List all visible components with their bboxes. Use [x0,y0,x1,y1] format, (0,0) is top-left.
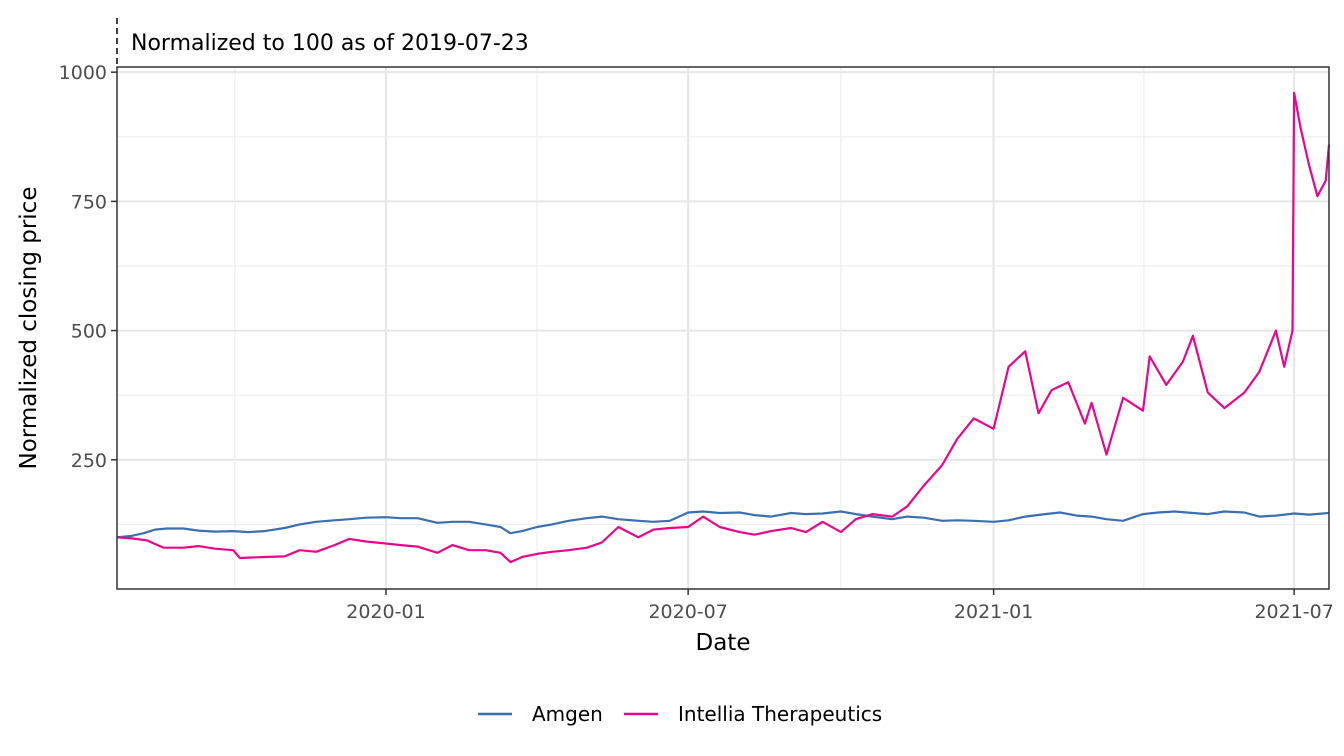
series-line-amgen [116,510,1330,539]
x-tick-label: 2020-01 [346,601,425,623]
y-tick-label: 750 [71,191,107,213]
legend-label-intellia: Intellia Therapeutics [678,702,882,726]
chart-annotation: Normalized to 100 as of 2019-07-23 [131,31,529,56]
y-tick-label: 1000 [59,62,107,84]
x-tick-label: 2020-07 [648,601,727,623]
grid [117,67,1329,589]
x-axis-title: Date [696,630,751,656]
series-line-intellia [116,91,1331,564]
y-axis-title: Normalized closing price [16,187,42,470]
plot-panel [116,66,1330,590]
x-tick-label: 2021-07 [1254,601,1333,623]
y-tick-label: 250 [71,450,107,472]
y-axis: 250 500 750 1000 [59,62,117,472]
legend: Amgen Intellia Therapeutics [478,702,882,726]
legend-label-amgen: Amgen [532,702,603,726]
series-lines [116,91,1331,564]
x-axis: 2020-01 2020-07 2021-01 2021-07 [346,589,1334,623]
x-tick-label: 2021-01 [954,601,1033,623]
y-tick-label: 500 [71,321,107,343]
